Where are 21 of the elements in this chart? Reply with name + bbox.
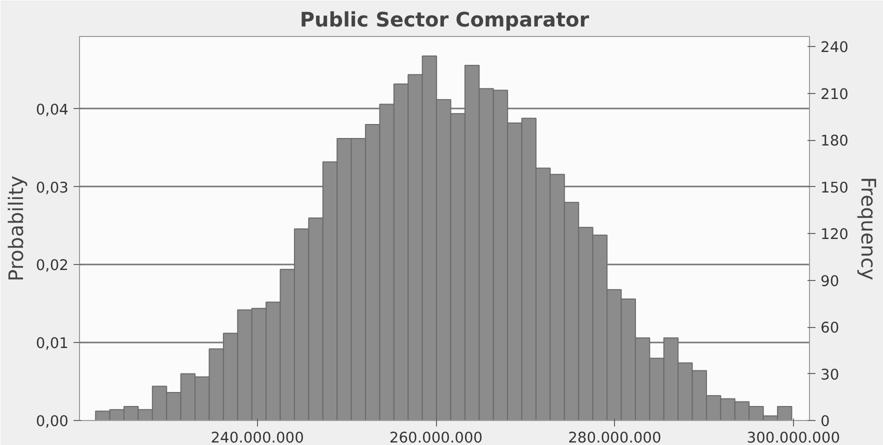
- x-tick-label: 280.000.000: [568, 430, 662, 445]
- y2-tick-label: 120: [820, 226, 848, 244]
- y-tick-label: 0,01: [36, 335, 69, 352]
- x-tick-label: 300.000.000: [746, 430, 840, 445]
- y-tick-label: 0,02: [36, 257, 69, 274]
- x-tick-label: 260.000.000: [389, 430, 483, 445]
- y2-tick-label: 210: [820, 86, 848, 103]
- chart-title: Public Sector Comparator: [300, 8, 590, 32]
- y2-tick-label: 0: [820, 413, 830, 430]
- y2-tick-label: 30: [820, 366, 840, 384]
- x-tick-label: 240.000.000: [210, 430, 304, 445]
- y2-tick-label: 240: [820, 39, 848, 56]
- y-tick-label: 0,04: [36, 101, 69, 118]
- y-tick-label: 0,00: [36, 413, 69, 430]
- y2-tick-label: 60: [820, 320, 840, 337]
- y-axis-title: Probability: [4, 175, 28, 282]
- y-tick-label: 0,03: [36, 179, 69, 196]
- y2-axis-title: Frequency: [856, 176, 880, 280]
- y2-tick-label: 150: [820, 179, 848, 196]
- y2-tick-label: 90: [820, 272, 840, 290]
- y2-tick-label: 180: [820, 132, 848, 150]
